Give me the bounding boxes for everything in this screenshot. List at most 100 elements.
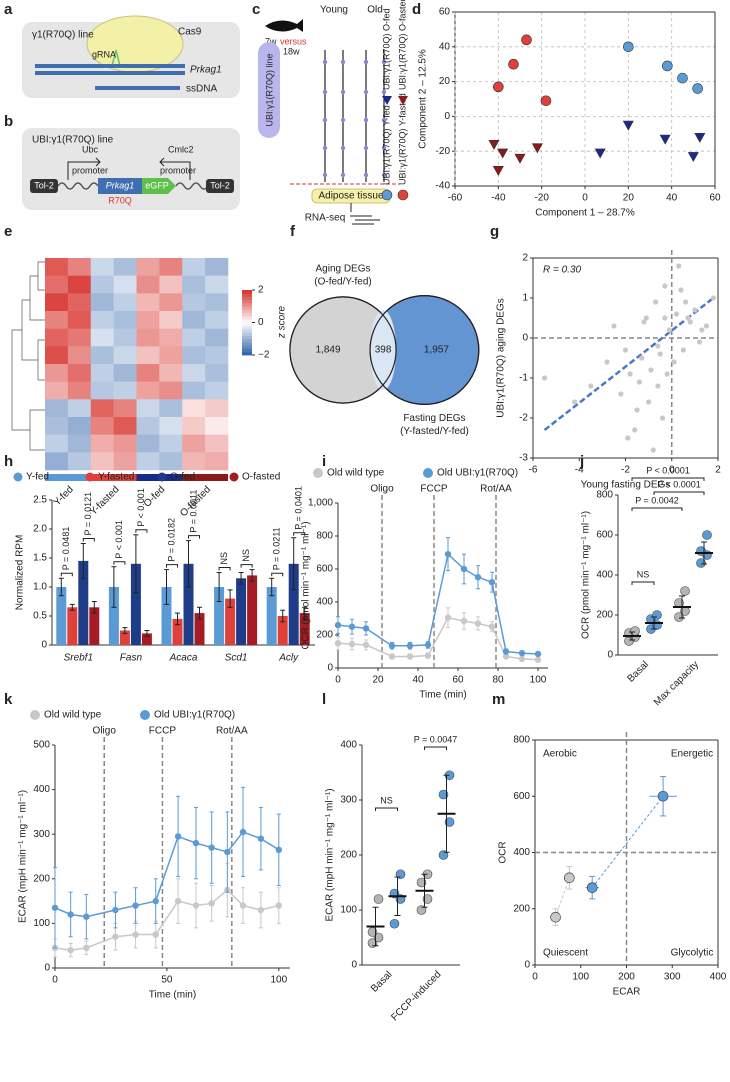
point [257,906,265,914]
x-tick-label: 200 [618,972,635,983]
legend-marker [398,96,408,105]
y-axis-label: OCR (pmol min⁻¹ mg⁻¹ ml⁻¹) [301,521,312,649]
panel-label: b [4,113,13,130]
label: Adipose tissue [318,191,383,202]
x-tick-label: 0 [52,975,58,986]
point [652,299,659,305]
colorbar-label: −2 [258,350,270,361]
point [634,407,640,413]
heat-cell [90,275,114,294]
bar [225,598,236,645]
point [239,828,247,836]
label: Tol-2 [210,180,230,190]
colorbar-cell [242,329,252,333]
point [152,931,159,938]
panel-label: i [322,453,326,470]
heat-cell [90,311,114,329]
legend-marker [30,710,40,720]
ssdna-strand [95,86,180,90]
value-label: 398 [375,345,392,356]
colorbar-cell [242,312,252,317]
phase-label: Oligo [93,726,117,737]
point [224,848,231,856]
heat-cell [159,452,183,471]
point [687,152,699,163]
x-tick-label: -40 [491,193,506,204]
heat-cell [182,311,206,329]
heat-cell [159,328,183,347]
point [492,166,504,176]
point [192,839,200,847]
heat-cell [67,275,92,294]
p-value: P = 0.0047 [414,734,458,744]
colorbar-cell [242,293,252,297]
heat-cell [45,381,69,400]
panel-label: c [252,1,260,18]
heat-cell [113,452,137,471]
heat-cell [90,434,114,453]
x-tick-label: 2 [715,465,721,476]
x-tick-label: Acaca [169,653,198,664]
x-tick-label: Fasn [120,653,143,664]
panel-label: j [579,453,584,470]
x-tick-label: 40 [666,193,678,204]
y-tick-label: 0 [327,663,333,674]
bar [236,578,247,645]
heat-cell [113,434,137,453]
bar [141,633,152,645]
heat-cell [67,311,92,329]
backbone [57,182,209,190]
bar [161,587,172,645]
point [83,944,90,952]
legend-marker [229,472,239,482]
point [666,327,673,333]
heat-cell [45,346,69,365]
bar [288,563,299,645]
value-label: 1,849 [315,345,340,356]
point [648,367,654,373]
legend-marker [13,472,23,482]
y-tick-label: 60 [439,7,451,18]
point [132,931,139,938]
panel-label: a [4,1,13,18]
point [664,371,670,377]
diagram-title: UBI:γ1(R70Q) line [32,135,114,146]
heat-cell [45,311,69,329]
y-tick-label: 300 [33,829,50,840]
p-value: P = 0.0011 [188,490,198,533]
x-axis-label: Young fasting DEGs [581,480,671,491]
bar [183,563,194,645]
heat-cell [182,417,206,435]
heat-cell [67,328,92,347]
legend-label: UBI:γ1(R70Q) O-fed [381,8,391,90]
heat-cell [113,364,137,382]
colorbar-cell [242,335,252,340]
bar [172,618,183,645]
y-tick-label: 600 [596,530,613,541]
x-tick-label: Srebf1 [64,653,93,664]
annotation: R = 0.30 [543,265,582,276]
legend-label: Y-fasted [98,472,134,483]
dendrogram [11,261,45,451]
y-tick-label: 400 [596,570,613,581]
heat-cell [159,311,183,329]
point [334,640,342,647]
point [611,323,617,329]
point [275,846,283,854]
heat-cell [136,452,160,471]
bar [56,587,67,645]
p-value: P = 0.0121 [83,492,93,536]
point [534,656,542,663]
x-tick-label: 100 [270,975,287,986]
point [388,642,396,649]
y-tick-label: 200 [316,630,333,641]
bar [194,613,205,645]
p-value: P = 0.0481 [61,527,71,571]
series-line [54,888,279,951]
venn-outline [289,296,397,404]
point [174,897,182,905]
point [257,835,265,842]
point [474,620,482,627]
bracket [240,564,253,568]
heat-cell [136,275,160,294]
